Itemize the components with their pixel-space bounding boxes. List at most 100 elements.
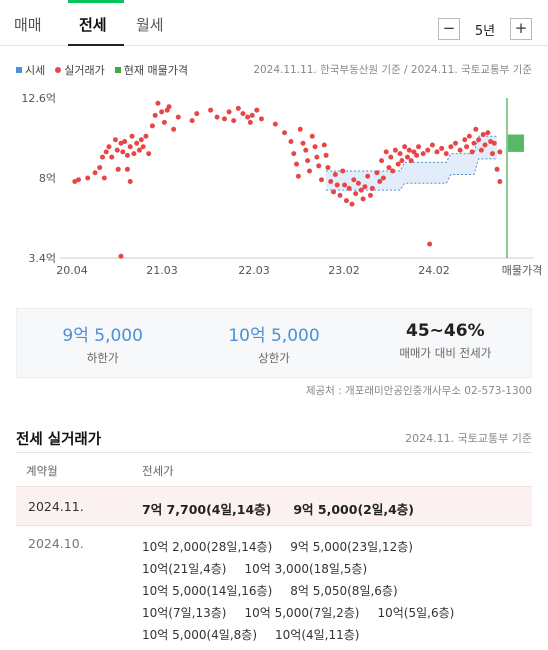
deal-point (497, 178, 503, 184)
legend-label-current: 현재 매물가격 (123, 64, 188, 77)
chart-legend: 시세 실거래가 현재 매물가격 (16, 62, 188, 78)
y-tick-label: 3.4억 (28, 252, 56, 265)
deal-point (152, 112, 158, 118)
deal-point (122, 138, 128, 144)
deal-point (471, 140, 477, 146)
tab-sale[interactable]: 매매 (14, 16, 42, 34)
deal-point (355, 180, 361, 186)
deal-point (240, 111, 246, 117)
deal-point (300, 140, 306, 146)
deal-point (464, 144, 470, 150)
deal-point (245, 114, 251, 120)
deal-point (136, 147, 142, 153)
period-selector: − 5년 + (438, 18, 532, 40)
deal-point (294, 161, 300, 167)
deal-point (369, 185, 375, 191)
deal-point (466, 133, 472, 139)
deal-point (134, 140, 140, 146)
deal-entry: 10억(21일,4층) (142, 562, 227, 576)
deal-point (161, 119, 167, 125)
x-tick-label: 22.03 (238, 264, 270, 277)
deal-point (337, 192, 343, 198)
deal-point (380, 175, 386, 181)
y-tick-label: 12.6억 (21, 92, 56, 105)
deal-point (127, 178, 133, 184)
deal-point (349, 201, 355, 207)
deal-point (374, 170, 380, 176)
deal-point (399, 158, 405, 164)
deal-point (295, 173, 301, 179)
deal-point (448, 144, 454, 150)
deal-point (406, 147, 412, 153)
deal-point (140, 144, 146, 150)
deal-point (115, 166, 121, 172)
deal-point (411, 149, 417, 155)
col-jeonse-price: 전세가 (142, 464, 174, 478)
upper-price-value: 10억 5,000 (228, 326, 320, 346)
deal-point (231, 118, 237, 124)
deal-point (358, 187, 364, 193)
row-date: 2024.10. (28, 536, 84, 551)
deal-entry: 9억 5,000(2일,4층) (293, 502, 415, 517)
deal-point (314, 154, 320, 160)
deal-point (386, 165, 392, 171)
deal-point (443, 151, 449, 157)
section-title: 전세 실거래가 (16, 432, 102, 448)
deal-point (118, 253, 124, 259)
legend-label-deals: 실거래가 (64, 64, 105, 77)
deal-point (365, 173, 371, 179)
deal-entry: 8억 5,050(8일,6층) (290, 584, 398, 598)
deal-point (305, 158, 311, 164)
deal-point (99, 154, 105, 160)
deal-point (194, 111, 200, 117)
deal-point (221, 116, 227, 122)
period-plus-button[interactable]: + (510, 18, 532, 40)
tab-jeonse[interactable]: 전세 (79, 16, 107, 34)
deal-point (258, 116, 264, 122)
deal-point (109, 154, 115, 160)
deal-point (75, 177, 81, 183)
summary-ratio: 45~46% 매매가 대비 전세가 (360, 309, 531, 377)
deal-point (106, 144, 112, 150)
deal-point (189, 118, 195, 124)
deal-point (497, 149, 503, 155)
legend-market-price: 시세 (16, 62, 45, 78)
deal-entry: 10억 5,000(4일,8층) (142, 628, 258, 642)
deal-point (425, 147, 431, 153)
deal-point (312, 144, 318, 150)
tab-monthly-rent[interactable]: 월세 (136, 16, 164, 34)
deal-point (420, 151, 426, 157)
deal-point (414, 152, 420, 158)
deal-point (288, 138, 294, 144)
ratio-label: 매매가 대비 전세가 (399, 346, 492, 360)
deal-point (476, 137, 482, 143)
deal-point (309, 133, 315, 139)
upper-price-label: 상한가 (258, 351, 290, 365)
legend-deals: 실거래가 (55, 62, 105, 78)
x-tick-label: 21.03 (146, 264, 178, 277)
deal-point (254, 107, 260, 113)
deal-point (319, 177, 325, 183)
deal-point (124, 152, 130, 158)
legend-label-market: 시세 (25, 64, 46, 77)
deal-point (397, 151, 403, 157)
deal-point (402, 144, 408, 150)
deal-entry: 10억 5,000(14일,16층) (142, 584, 273, 598)
period-minus-button[interactable]: − (438, 18, 460, 40)
x-tick-label: 23.02 (328, 264, 360, 277)
deal-point (346, 185, 352, 191)
deal-point (124, 166, 130, 172)
deal-point (159, 109, 165, 115)
deal-point (390, 168, 396, 174)
deal-point (457, 147, 463, 153)
deal-point (439, 145, 445, 151)
deal-point (342, 182, 348, 188)
deal-point (383, 149, 389, 155)
deal-point (334, 182, 340, 188)
deal-point (85, 175, 91, 181)
deal-point (146, 151, 152, 157)
legend-swatch-green (114, 67, 121, 73)
deal-point (388, 154, 394, 160)
deal-point (392, 147, 398, 153)
deal-type-tabs: 매매 전세 월세 − 5년 + (0, 0, 548, 46)
